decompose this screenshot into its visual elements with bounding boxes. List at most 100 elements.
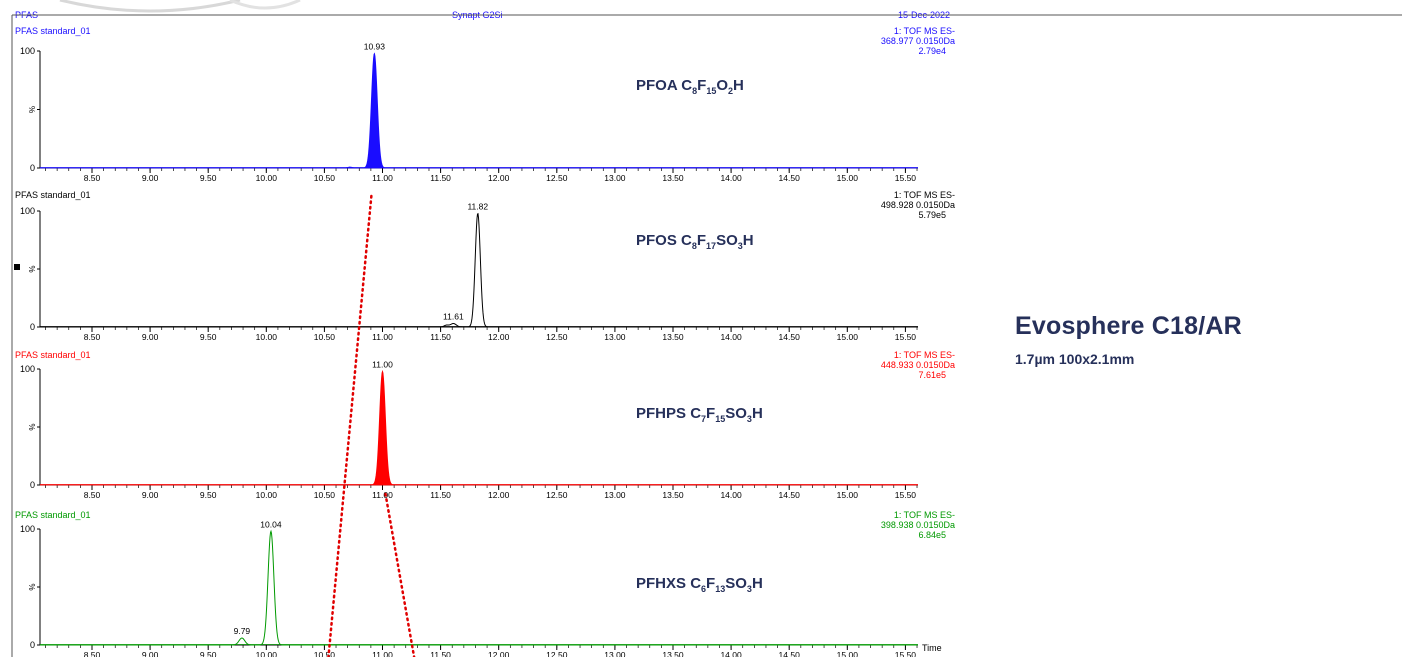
column-subtitle: 1.7µm 100x2.1mm [1015,351,1135,367]
chromatogram-trace [40,52,918,169]
formula-part: C [681,232,692,249]
x-tick-label: 14.50 [779,173,801,183]
x-tick-label: 14.50 [779,490,801,500]
x-tick-label: 8.50 [84,332,101,342]
chromatogram-trace [40,529,918,646]
compound-label: PFOA C8F15O2H [636,77,744,96]
compound-label: PFHPS C7F15SO3H [636,405,763,424]
x-tick-label: 13.50 [662,332,684,342]
scan-function: 1: TOF MS ES- [894,350,955,360]
x-tick-label: 11.00 [372,490,393,500]
formula-part: SO [725,575,747,592]
selection-marker [14,264,20,270]
scan-function: 1: TOF MS ES- [894,510,955,520]
scan-function: 1: TOF MS ES- [894,26,955,36]
x-tick-label: 15.50 [895,650,917,657]
peak-label: 10.04 [260,519,282,529]
x-tick-label: 9.50 [200,332,217,342]
formula-part: H [743,232,754,249]
y-tick-label: 0 [30,322,35,332]
x-tick-label: 15.00 [837,490,859,500]
x-tick-label: 14.50 [779,650,801,657]
formula-part: F [697,232,706,249]
formula-part: 8 [692,86,697,96]
formula-part: 7 [701,414,706,424]
sample-name: PFAS standard_01 [15,26,91,36]
intensity-value: 6.84e5 [918,530,946,540]
formula-part: SO [716,232,738,249]
x-tick-label: 9.00 [142,490,159,500]
decorative-arc-graphic [59,0,301,13]
formula-part: F [697,77,706,94]
y-tick-label: 100 [20,206,35,216]
x-tick-label: 14.00 [720,490,742,500]
x-tick-label: 12.50 [546,173,568,183]
x-tick-label: 10.50 [314,173,336,183]
formula-part: 15 [706,86,716,96]
x-tick-label: 13.00 [604,650,626,657]
chromatogram-trace [40,212,918,328]
x-tick-label: 12.00 [488,173,510,183]
x-tick-label: 13.00 [604,173,626,183]
x-tick-label: 15.50 [895,490,917,500]
formula-part: SO [725,405,747,422]
formula-part: F [706,575,715,592]
x-tick-label: 11.50 [430,650,451,657]
formula-part: C [690,405,701,422]
y-tick-label: 100 [20,524,35,534]
compound-label: PFOS C8F17SO3H [636,232,754,251]
x-tick-label: 9.00 [142,332,159,342]
formula-part: 8 [692,241,697,251]
scan-function: 1: TOF MS ES- [894,190,955,200]
x-tick-label: 8.50 [84,173,101,183]
extracted-mass: 498.928 0.0150Da [881,200,955,210]
x-tick-label: 8.50 [84,490,101,500]
peak-label: 11.00 [372,359,393,369]
intensity-value: 2.79e4 [918,46,946,56]
x-tick-label: 12.00 [488,650,510,657]
x-tick-label: 11.00 [372,173,393,183]
x-tick-label: 12.50 [546,650,568,657]
formula-part: 13 [715,584,725,594]
x-tick-label: 15.50 [895,173,917,183]
y-axis-label: % [28,583,37,590]
x-tick-label: 10.50 [314,650,336,657]
x-tick-label: 11.00 [372,650,393,657]
x-tick-label: 10.00 [256,332,278,342]
x-tick-label: 11.00 [372,332,393,342]
intensity-value: 7.61e5 [918,370,946,380]
intensity-value: 5.79e5 [918,210,946,220]
x-tick-label: 11.50 [430,332,451,342]
x-tick-label: 10.00 [256,173,278,183]
x-tick-label: 12.00 [488,490,510,500]
x-tick-label: 11.50 [430,173,451,183]
x-tick-label: 12.50 [546,490,568,500]
x-tick-label: 10.00 [256,490,278,500]
formula-part: 3 [747,584,752,594]
compound-label: PFHXS C6F13SO3H [636,575,763,594]
retention-guide-left [327,194,373,657]
formula-part: 3 [738,241,743,251]
x-tick-label: 15.00 [837,332,859,342]
sample-name: PFAS standard_01 [15,510,91,520]
formula-part: C [681,77,692,94]
x-tick-label: 12.00 [488,332,510,342]
extracted-mass: 398.938 0.0150Da [881,520,955,530]
peak-label: 11.61 [443,312,464,322]
formula-part: 15 [715,414,725,424]
y-axis-label: % [28,106,37,113]
x-tick-label: 9.50 [200,650,217,657]
y-tick-label: 100 [20,46,35,56]
x-tick-label: 14.00 [720,173,742,183]
extracted-mass: 448.933 0.0150Da [881,360,955,370]
sample-name: PFAS standard_01 [15,350,91,360]
x-tick-label: 8.50 [84,650,101,657]
formula-part: H [733,77,744,94]
x-tick-label: 15.50 [895,332,917,342]
formula-part: H [752,575,763,592]
compound-name: PFOS [636,232,681,249]
x-tick-label: 10.00 [256,650,278,657]
y-axis-label: % [28,265,37,272]
column-title: Evosphere C18/AR [1015,312,1242,340]
